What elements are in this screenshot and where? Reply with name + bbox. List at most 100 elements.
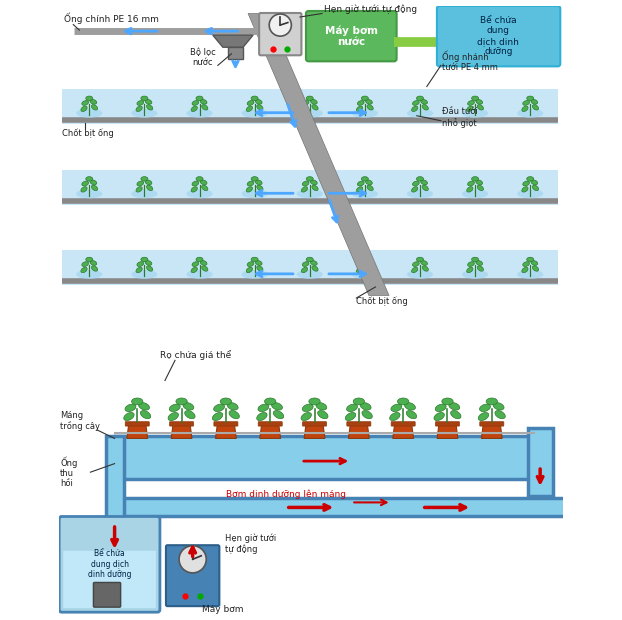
Ellipse shape	[212, 412, 223, 420]
Ellipse shape	[412, 181, 419, 186]
Ellipse shape	[517, 108, 543, 118]
Ellipse shape	[312, 105, 318, 110]
Text: Rọ chứa giá thể: Rọ chứa giá thể	[160, 350, 231, 360]
Ellipse shape	[318, 410, 328, 418]
Ellipse shape	[124, 412, 134, 420]
Ellipse shape	[169, 404, 180, 412]
Ellipse shape	[466, 187, 473, 192]
Text: Máy bơm
nước: Máy bơm nước	[325, 25, 378, 47]
Ellipse shape	[168, 412, 179, 420]
Ellipse shape	[125, 404, 136, 412]
Ellipse shape	[412, 267, 418, 273]
Ellipse shape	[346, 404, 358, 412]
Ellipse shape	[86, 257, 93, 262]
Ellipse shape	[91, 105, 98, 110]
Ellipse shape	[302, 100, 309, 105]
Text: Ống nhánh
tưới PE 4 mm: Ống nhánh tưới PE 4 mm	[442, 50, 498, 73]
FancyBboxPatch shape	[63, 551, 156, 608]
FancyBboxPatch shape	[166, 545, 220, 606]
Text: Đầu tưới
nhỏ giọt: Đầu tưới nhỏ giọt	[442, 107, 478, 128]
Ellipse shape	[302, 404, 313, 412]
Ellipse shape	[82, 262, 88, 267]
Ellipse shape	[131, 108, 157, 118]
Ellipse shape	[256, 180, 262, 185]
Ellipse shape	[91, 266, 98, 271]
Ellipse shape	[90, 180, 97, 185]
Ellipse shape	[251, 257, 258, 262]
Ellipse shape	[361, 177, 368, 181]
Ellipse shape	[356, 267, 363, 273]
Ellipse shape	[435, 404, 446, 412]
Ellipse shape	[404, 402, 415, 410]
Ellipse shape	[356, 106, 363, 112]
Ellipse shape	[312, 185, 318, 190]
Ellipse shape	[187, 108, 213, 118]
Ellipse shape	[136, 187, 142, 192]
Ellipse shape	[196, 257, 203, 262]
Ellipse shape	[272, 402, 282, 410]
Ellipse shape	[360, 402, 371, 410]
Ellipse shape	[406, 410, 417, 418]
FancyBboxPatch shape	[106, 436, 124, 557]
Ellipse shape	[191, 187, 197, 192]
Ellipse shape	[352, 270, 378, 279]
Ellipse shape	[476, 180, 483, 185]
FancyBboxPatch shape	[214, 422, 238, 426]
Polygon shape	[215, 424, 236, 438]
Ellipse shape	[422, 266, 429, 271]
Ellipse shape	[82, 181, 88, 186]
Ellipse shape	[476, 260, 483, 265]
Ellipse shape	[522, 100, 529, 105]
Ellipse shape	[257, 266, 263, 271]
Ellipse shape	[366, 260, 373, 265]
Ellipse shape	[147, 105, 153, 110]
Ellipse shape	[477, 185, 483, 190]
FancyBboxPatch shape	[62, 250, 558, 285]
Ellipse shape	[466, 267, 473, 273]
Ellipse shape	[353, 398, 364, 405]
Ellipse shape	[417, 96, 424, 100]
Text: Ống chính PE 16 mm: Ống chính PE 16 mm	[64, 12, 159, 24]
Text: Bể chứa
dung dịch
dinh dưỡng: Bể chứa dung dịch dinh dưỡng	[88, 549, 131, 579]
Ellipse shape	[495, 410, 505, 418]
Ellipse shape	[302, 262, 309, 267]
Ellipse shape	[391, 404, 402, 412]
Ellipse shape	[478, 412, 489, 420]
Ellipse shape	[145, 260, 152, 265]
Ellipse shape	[422, 105, 429, 110]
Polygon shape	[260, 424, 281, 438]
FancyBboxPatch shape	[258, 422, 282, 426]
Ellipse shape	[141, 177, 148, 181]
Ellipse shape	[229, 410, 239, 418]
Ellipse shape	[192, 262, 199, 267]
Ellipse shape	[192, 100, 199, 105]
Polygon shape	[437, 424, 458, 438]
Ellipse shape	[251, 177, 258, 181]
Ellipse shape	[200, 99, 207, 104]
FancyBboxPatch shape	[259, 13, 302, 55]
Ellipse shape	[247, 262, 254, 267]
Polygon shape	[481, 424, 502, 438]
Ellipse shape	[362, 410, 373, 418]
Ellipse shape	[345, 412, 356, 420]
Ellipse shape	[247, 100, 254, 105]
Ellipse shape	[407, 270, 433, 279]
Ellipse shape	[531, 180, 537, 185]
Ellipse shape	[468, 181, 475, 186]
Ellipse shape	[310, 99, 317, 104]
Ellipse shape	[517, 270, 543, 279]
Ellipse shape	[86, 96, 93, 100]
Ellipse shape	[527, 177, 534, 181]
Ellipse shape	[420, 99, 427, 104]
Polygon shape	[248, 14, 389, 296]
Text: Bể chứa
dung
dịch dinh
dưỡng: Bể chứa dung dịch dinh dưỡng	[478, 16, 519, 56]
Text: Chốt bịt ống: Chốt bịt ống	[62, 128, 113, 138]
Ellipse shape	[412, 262, 419, 267]
Polygon shape	[392, 424, 414, 438]
Text: Ống
thu
hồi: Ống thu hồi	[60, 456, 78, 489]
Ellipse shape	[361, 96, 368, 100]
Ellipse shape	[213, 404, 225, 412]
Polygon shape	[304, 424, 325, 438]
Ellipse shape	[389, 412, 400, 420]
Ellipse shape	[202, 266, 208, 271]
